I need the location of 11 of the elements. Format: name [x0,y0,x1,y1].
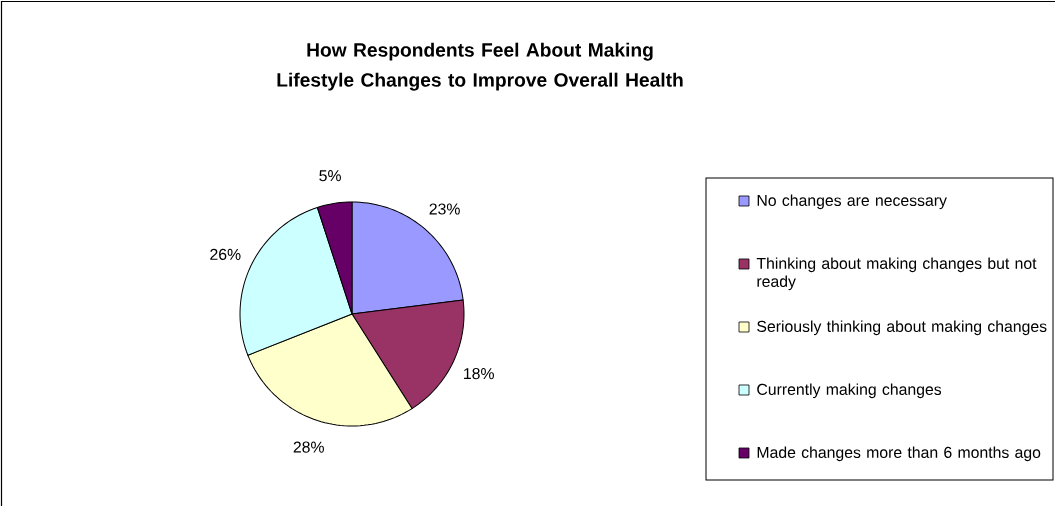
legend-label: Seriously thinking about making changes [757,320,1047,336]
legend-label: Thinking about making changes but not ready [756,257,1037,291]
legend-label: Made changes more than 6 months ago [757,446,1041,462]
data-label: 23% [429,203,460,215]
data-label: 28% [293,441,324,453]
legend-label: Currently making changes [757,383,942,399]
chart-title: How Respondents Feel About Making Lifestyle Changes to Improve Overall Health [277,42,683,91]
data-label: 5% [319,170,341,182]
data-label: 26% [210,248,241,260]
data-label: 18% [464,368,494,380]
legend-label: No changes are necessary [757,194,947,210]
